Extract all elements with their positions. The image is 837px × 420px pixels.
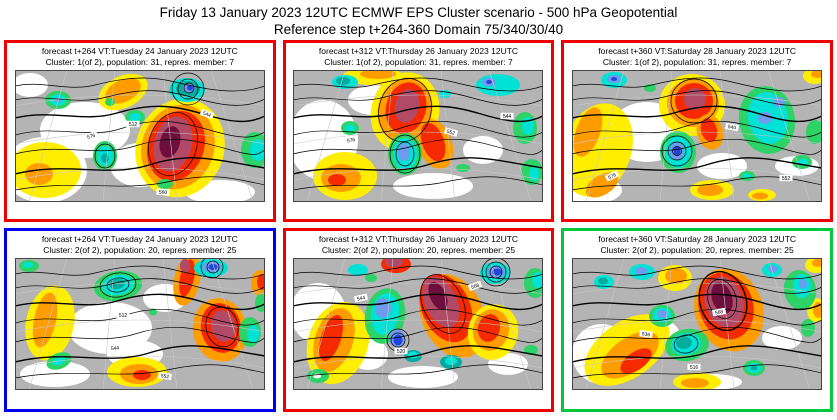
- panel-cluster1-t312: forecast t+312 VT:Thursday 26 January 20…: [282, 40, 555, 222]
- svg-text:516: 516: [690, 365, 699, 371]
- geopotential-map: 576 552 544: [293, 70, 544, 202]
- cluster-info-label: Cluster: 2(of 2), population: 20, repres…: [600, 244, 794, 255]
- cluster-info-label: Cluster: 1(of 2), population: 31, repres…: [45, 56, 235, 67]
- map-frame: [293, 70, 544, 202]
- panel-cluster2-t264: forecast t+264 VT:Tuesday 24 January 202…: [4, 228, 276, 412]
- contour-label: 544: [199, 108, 215, 120]
- cluster-info-label: Cluster: 2(of 2), population: 20, repres…: [43, 244, 237, 255]
- cluster-info-label: Cluster: 2(of 2), population: 20, repres…: [321, 244, 516, 255]
- svg-text:568: 568: [471, 282, 481, 291]
- cluster-info-label: Cluster: 1(of 2), population: 31, repres…: [324, 56, 513, 67]
- contour-label: 512: [116, 311, 130, 319]
- contour-label: 544: [108, 344, 122, 352]
- graticule: [293, 258, 544, 390]
- map-frame: [572, 70, 823, 202]
- svg-text:544: 544: [503, 114, 512, 120]
- panel-header: forecast t+312 VT:Thursday 26 January 20…: [286, 43, 552, 67]
- contour-label: 544: [500, 112, 514, 120]
- geopotential-map: 544 520 568: [293, 258, 544, 390]
- svg-text:512: 512: [119, 313, 128, 319]
- forecast-step-label: forecast t+312 VT:Thursday 26 January 20…: [318, 234, 519, 244]
- contour-label: 512: [126, 120, 140, 128]
- contour-label: 568: [712, 307, 727, 316]
- contour-label: 516: [687, 363, 701, 371]
- svg-text:552: 552: [446, 129, 456, 137]
- contour-label: 536: [639, 329, 654, 338]
- contour-label: 576: [604, 170, 620, 182]
- panel-cluster2-t360: forecast t+360 VT:Saturday 28 January 20…: [561, 228, 833, 412]
- forecast-step-label: forecast t+312 VT:Thursday 26 January 20…: [318, 46, 519, 56]
- graticule: [572, 258, 823, 390]
- svg-text:552: 552: [782, 176, 791, 182]
- map-frame: [572, 258, 823, 390]
- svg-text:576: 576: [607, 172, 617, 181]
- map-frame: [14, 258, 265, 390]
- cold-anomaly-region: [332, 74, 544, 185]
- svg-text:544: 544: [357, 295, 367, 303]
- geopotential-contours: [293, 258, 544, 379]
- panel-cluster2-t312: forecast t+312 VT:Thursday 26 January 20…: [282, 228, 555, 412]
- geopotential-map: 576 544 512 560: [14, 70, 265, 202]
- page-title: Friday 13 January 2023 12UTC ECMWF EPS C…: [0, 0, 837, 38]
- graticule: [572, 70, 823, 202]
- svg-text:512: 512: [129, 122, 138, 128]
- title-line-2: Reference step t+264-360 Domain 75/340/3…: [273, 21, 564, 37]
- contour-label: 576: [83, 131, 98, 141]
- geopotential-contours: [14, 72, 265, 191]
- contour-label: 552: [779, 174, 793, 182]
- title-line-1: Friday 13 January 2023 12UTC ECMWF EPS C…: [159, 5, 678, 20]
- graticule: [14, 258, 265, 390]
- svg-text:576: 576: [86, 133, 96, 141]
- svg-text:576: 576: [347, 137, 356, 144]
- map-frame: [293, 258, 544, 390]
- svg-text:552: 552: [160, 373, 169, 380]
- panel-grid: forecast t+264 VT:Tuesday 24 January 202…: [4, 40, 833, 412]
- geopotential-contours: [14, 258, 265, 379]
- contour-label: 520: [394, 347, 408, 355]
- svg-text:520: 520: [397, 349, 406, 355]
- forecast-step-label: forecast t+264 VT:Tuesday 24 January 202…: [41, 234, 238, 244]
- contour-label: 552: [157, 371, 172, 380]
- geopotential-map: 568 536 516: [572, 258, 823, 390]
- panel-header: forecast t+264 VT:Tuesday 24 January 202…: [7, 43, 273, 67]
- svg-text:544: 544: [110, 345, 119, 352]
- forecast-step-label: forecast t+264 VT:Tuesday 24 January 202…: [41, 46, 238, 56]
- cold-anomaly-region: [307, 262, 544, 383]
- svg-text:544: 544: [202, 111, 212, 120]
- geopotential-map: 512 544 552: [14, 258, 265, 390]
- panel-cluster1-t264: forecast t+264 VT:Tuesday 24 January 202…: [4, 40, 276, 222]
- contour-label: 544: [354, 293, 369, 303]
- panel-cluster1-t360: forecast t+360 VT:Saturday 28 January 20…: [561, 40, 833, 222]
- svg-text:544: 544: [727, 124, 736, 131]
- svg-text:536: 536: [641, 331, 650, 338]
- contour-label: 568: [468, 280, 483, 292]
- panel-header: forecast t+312 VT:Thursday 26 January 20…: [286, 231, 552, 255]
- forecast-step-label: forecast t+360 VT:Saturday 28 January 20…: [598, 46, 797, 56]
- panel-header: forecast t+360 VT:Saturday 28 January 20…: [564, 231, 830, 255]
- panel-header: forecast t+264 VT:Tuesday 24 January 202…: [7, 231, 273, 255]
- contour-label: 576: [344, 135, 359, 144]
- panel-header: forecast t+360 VT:Saturday 28 January 20…: [564, 43, 830, 67]
- geopotential-contours: [293, 77, 544, 191]
- geopotential-contours: [572, 265, 823, 379]
- cluster-info-label: Cluster: 1(of 2), population: 31, repres…: [602, 56, 792, 67]
- geopotential-map: 544 552 576: [572, 70, 823, 202]
- map-frame: [14, 70, 265, 202]
- svg-text:560: 560: [158, 189, 167, 196]
- svg-text:568: 568: [715, 309, 724, 316]
- forecast-step-label: forecast t+360 VT:Saturday 28 January 20…: [598, 234, 797, 244]
- contour-label: 560: [156, 188, 170, 196]
- contour-label: 552: [444, 127, 459, 137]
- contour-label: 544: [725, 122, 740, 132]
